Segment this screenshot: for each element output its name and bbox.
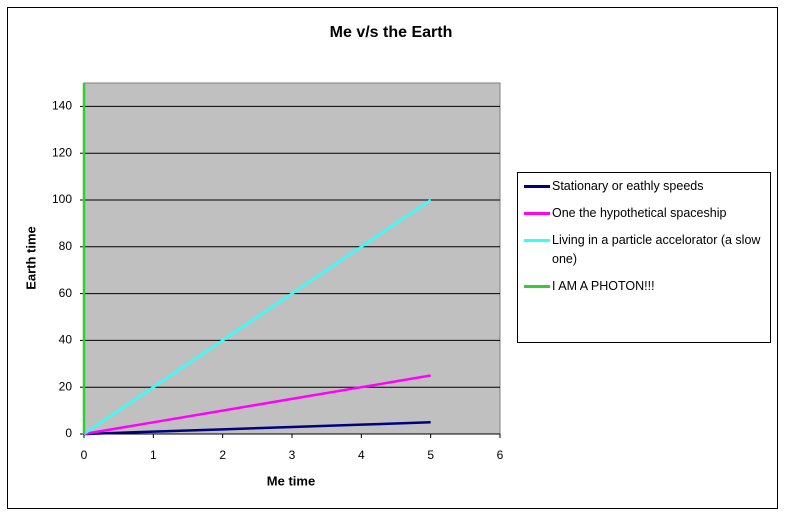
x-tick-label: 5 [427, 448, 434, 462]
x-tick-label: 2 [219, 448, 226, 462]
y-tick-label: 60 [59, 286, 73, 300]
plot-area [83, 82, 501, 435]
x-tick-label: 6 [497, 448, 504, 462]
x-axis-label: Me time [267, 473, 315, 488]
y-tick-label: 100 [52, 192, 72, 206]
x-tick-label: 4 [358, 448, 365, 462]
y-tick-label: 80 [59, 239, 73, 253]
y-tick-label: 40 [59, 333, 73, 347]
legend-line [524, 185, 550, 188]
legend-entry: Stationary or eathly speeds [522, 177, 766, 196]
series-line [83, 421, 431, 436]
x-tick-label: 1 [150, 448, 157, 462]
legend-line [524, 285, 550, 288]
legend-line [524, 212, 550, 215]
legend-swatch [522, 177, 552, 196]
legend-swatch [522, 231, 552, 250]
legend-entry: Living in a particle accelorator (a slow… [522, 231, 766, 269]
y-tick-label: 120 [52, 145, 72, 159]
legend-label: One the hypothetical spaceship [552, 206, 727, 220]
legend-swatch [522, 204, 552, 223]
legend: Stationary or eathly speeds One the hypot… [517, 172, 771, 343]
chart-title: Me v/s the Earth [330, 24, 453, 41]
legend-swatch [522, 277, 552, 296]
legend-entry: One the hypothetical spaceship [522, 204, 766, 223]
series-line [83, 374, 431, 436]
legend-label: Stationary or eathly speeds [552, 179, 704, 193]
y-tick-label: 0 [65, 426, 72, 440]
legend-label: I AM A PHOTON!!! [552, 279, 655, 293]
legend-entry: I AM A PHOTON!!! [522, 277, 766, 296]
y-axis-label: Earth time [23, 226, 38, 290]
y-tick-label: 140 [52, 99, 72, 113]
x-tick-label: 3 [289, 448, 296, 462]
legend-label: Living in a particle accelorator (a slow… [552, 233, 761, 266]
y-tick-label: 20 [59, 379, 73, 393]
series-line [83, 198, 432, 436]
legend-line [524, 239, 550, 242]
x-tick-label: 0 [81, 448, 88, 462]
